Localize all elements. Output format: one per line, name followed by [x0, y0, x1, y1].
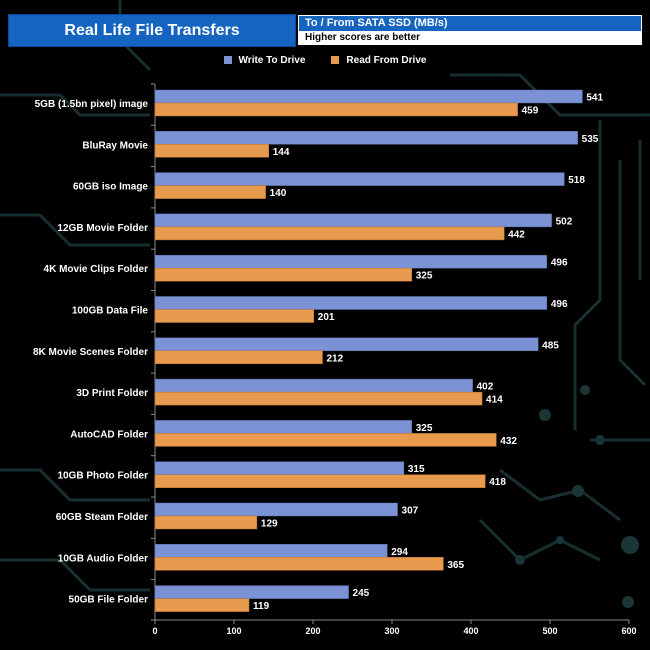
- value-label-write: 325: [416, 423, 433, 434]
- value-label-write: 315: [408, 464, 425, 475]
- legend-label-write: Write To Drive: [238, 54, 306, 66]
- x-tick-label: 0: [152, 626, 157, 636]
- category-label: 3D Print Folder: [76, 388, 148, 399]
- bar-read: [154, 598, 250, 612]
- value-label-write: 496: [551, 299, 568, 310]
- chart-title: Real Life File Transfers: [8, 14, 296, 47]
- bar-read: [154, 557, 444, 571]
- category-label: 100GB Data File: [72, 306, 149, 317]
- category-label: 10GB Audio Folder: [58, 553, 148, 564]
- value-label-write: 245: [353, 588, 370, 599]
- value-label-write: 307: [402, 506, 419, 517]
- category-label: AutoCAD Folder: [70, 429, 148, 440]
- bar-read: [154, 226, 505, 241]
- x-tick-label: 400: [463, 626, 478, 636]
- value-label-read: 144: [273, 147, 290, 158]
- value-label-read: 212: [326, 353, 343, 364]
- bar-write: [154, 544, 388, 558]
- value-label-read: 119: [253, 601, 270, 612]
- bar-read: [154, 350, 323, 365]
- category-label: 60GB iso Image: [73, 182, 148, 193]
- value-label-write: 518: [568, 175, 585, 186]
- bar-write: [154, 585, 349, 599]
- bar-read: [154, 185, 266, 199]
- subtitle-box: To / From SATA SSD (MB/s) Higher scores …: [298, 15, 642, 45]
- bar-write: [154, 378, 473, 393]
- category-label: 5GB (1.5bn pixel) image: [35, 99, 149, 110]
- bar-read: [154, 144, 270, 158]
- x-tick-label: 100: [226, 626, 241, 636]
- category-label: 8K Movie Scenes Folder: [33, 347, 148, 358]
- chart-note: Higher scores are better: [299, 31, 641, 44]
- bar-write: [154, 131, 578, 145]
- value-label-read: 442: [508, 229, 525, 240]
- legend-swatch-write: [223, 56, 232, 64]
- value-label-read: 325: [416, 271, 433, 282]
- value-label-write: 485: [542, 340, 559, 351]
- bar-read: [154, 267, 412, 282]
- bar-read: [154, 474, 486, 488]
- bar-write: [154, 502, 398, 517]
- value-label-read: 129: [261, 519, 278, 530]
- category-label: 50GB File Folder: [69, 595, 149, 606]
- value-label-read: 432: [500, 436, 517, 447]
- value-label-write: 294: [391, 547, 408, 558]
- chart-subtitle: To / From SATA SSD (MB/s): [299, 16, 641, 31]
- value-label-write: 502: [556, 216, 573, 227]
- x-tick-label: 500: [542, 626, 557, 636]
- value-label-read: 365: [447, 560, 464, 571]
- bar-write: [154, 172, 565, 186]
- bar-write: [154, 254, 548, 269]
- x-tick-label: 600: [621, 626, 636, 636]
- category-label: 4K Movie Clips Folder: [44, 264, 149, 275]
- bar-write: [154, 337, 539, 352]
- value-label-read: 414: [486, 395, 503, 406]
- bar-write: [154, 296, 548, 310]
- category-label: 60GB Steam Folder: [56, 512, 148, 523]
- legend: Write To Drive Read From Drive: [0, 53, 650, 67]
- bar-read: [154, 391, 483, 406]
- value-label-read: 418: [489, 477, 506, 488]
- value-label-write: 535: [582, 134, 599, 145]
- category-label: BluRay Movie: [82, 140, 148, 151]
- value-label-write: 541: [586, 93, 603, 104]
- value-label-read: 459: [522, 106, 539, 117]
- bar-write: [154, 213, 552, 228]
- legend-item-write: Write To Drive: [223, 53, 306, 67]
- bar-read: [154, 515, 258, 530]
- value-label-write: 496: [551, 258, 568, 269]
- bar-read: [154, 433, 497, 447]
- x-tick-label: 200: [305, 626, 320, 636]
- value-label-read: 201: [318, 312, 335, 323]
- x-tick-label: 300: [384, 626, 399, 636]
- value-label-read: 140: [270, 188, 287, 199]
- legend-label-read: Read From Drive: [346, 54, 427, 66]
- value-label-write: 402: [477, 382, 494, 393]
- bar-write: [154, 89, 583, 104]
- bar-write: [154, 461, 405, 475]
- bar-write: [154, 420, 412, 434]
- bar-read: [154, 309, 315, 323]
- category-label: 10GB Photo Folder: [57, 471, 148, 482]
- category-label: 12GB Movie Folder: [57, 223, 148, 234]
- legend-swatch-read: [331, 56, 340, 64]
- bar-read: [154, 102, 518, 117]
- legend-item-read: Read From Drive: [331, 53, 426, 67]
